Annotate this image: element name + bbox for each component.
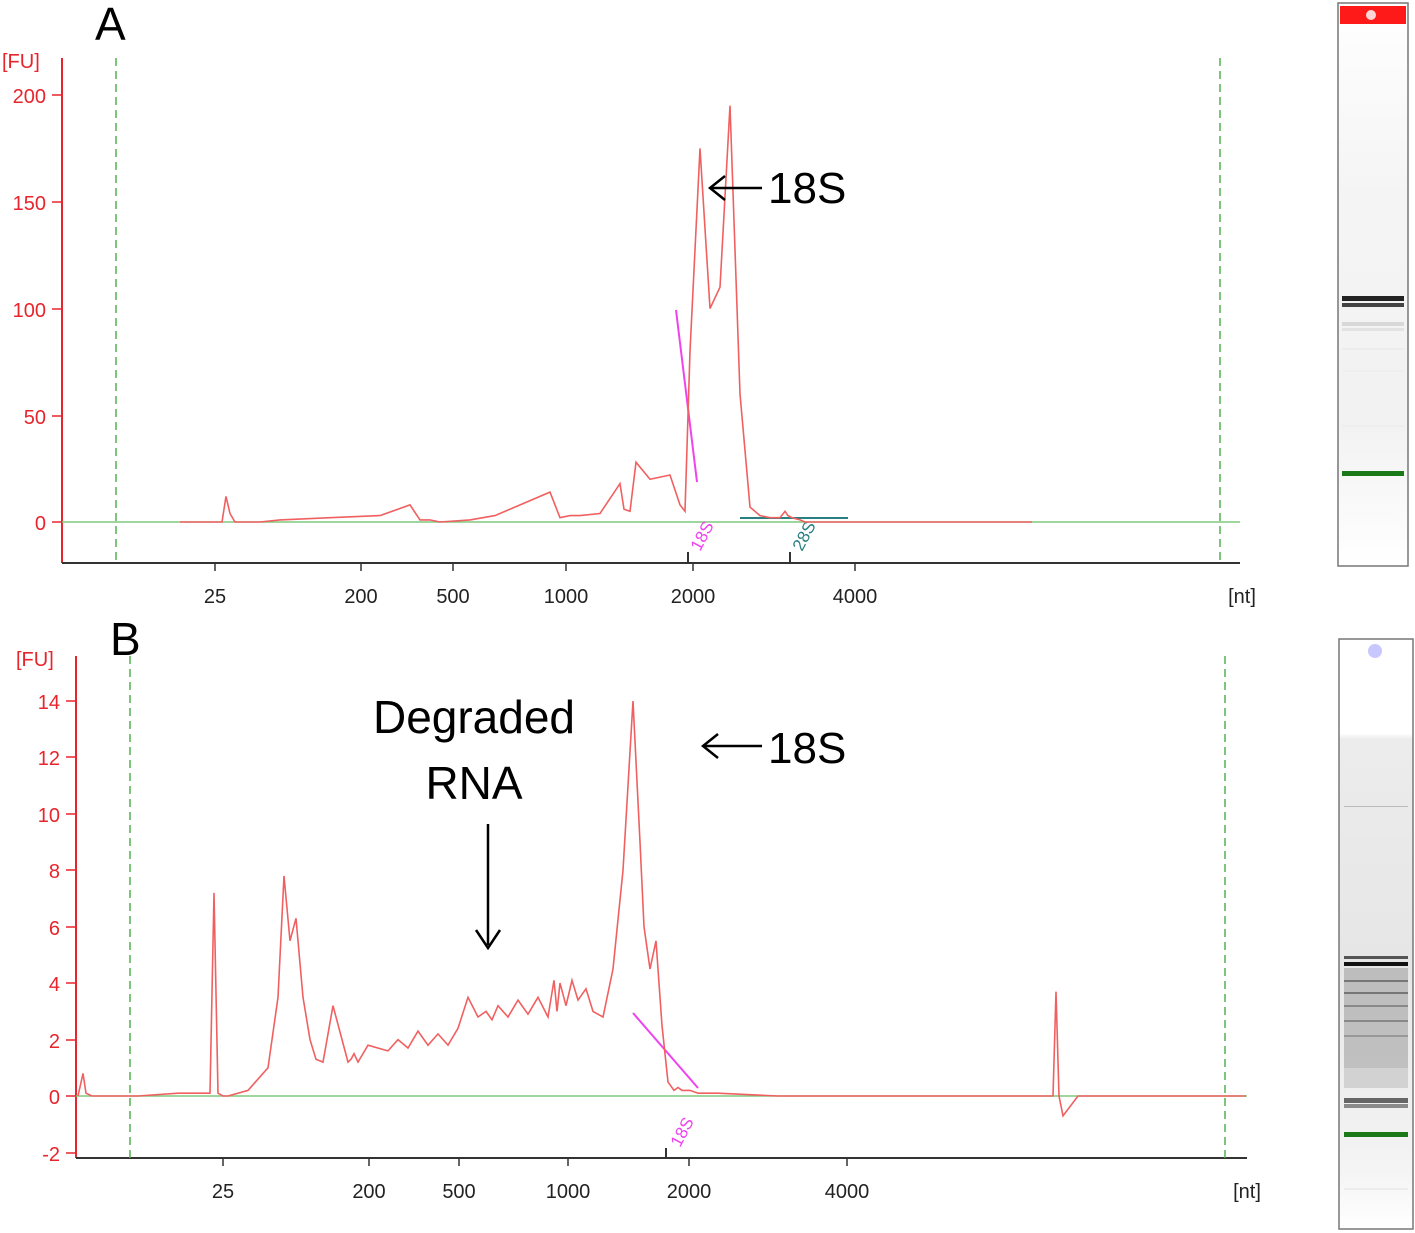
panel-b-gel-band	[1344, 1098, 1408, 1103]
panel-a-18s-marker-label: 18S	[687, 518, 718, 554]
panel-a-gel-band	[1342, 425, 1404, 427]
panel-a-gel-marker-spot	[1366, 10, 1376, 20]
panel-b-gel-band	[1344, 1035, 1408, 1037]
panel-a-gel-frame	[1337, 2, 1409, 567]
panel-b-xtick-label: 2000	[667, 1181, 712, 1203]
panel-a-title: A	[95, 0, 126, 50]
panel-b-xtick-label: 1000	[546, 1181, 591, 1203]
panel-b-18s-area-line	[632, 1012, 699, 1089]
panel-a-xtick-label: 1000	[544, 586, 589, 608]
panel-b-yticks: -2 0 2 4 6 8 10 12 14	[38, 692, 76, 1166]
panel-b-xtick-label: 500	[442, 1181, 475, 1203]
panel-a-18s-area-line	[675, 309, 698, 483]
panel-b-gel-band	[1344, 806, 1408, 807]
panel-b-ytick-label: 2	[49, 1031, 60, 1053]
panel-b-18s-annotation: 18S	[768, 724, 846, 773]
panel-b-ytick-label: 0	[49, 1087, 60, 1109]
panel-a-ytick-label: 150	[13, 193, 46, 215]
panel-b-gel-lane	[1338, 638, 1414, 1230]
panel-b-xticks: 25 200 500 1000 2000 4000 [nt]	[212, 1158, 1261, 1203]
panel-b-ytick-label: 12	[38, 748, 60, 770]
panel-b-gel-smear	[1344, 968, 1408, 1068]
panel-b-gel-band	[1344, 980, 1408, 982]
panel-a-ylabel: [FU]	[2, 51, 40, 73]
panel-a-xtick-label: 200	[344, 586, 377, 608]
panel-a-gel-band	[1342, 370, 1404, 372]
panel-a-gel-lane	[1337, 2, 1409, 567]
panel-b-title: B	[110, 613, 141, 665]
panel-b-arrow-head	[700, 733, 719, 759]
panel-a-xtick-label: 500	[436, 586, 469, 608]
panel-b-xtick-label: 4000	[825, 1181, 870, 1203]
panel-b-gel-band	[1344, 992, 1408, 994]
panel-b-xtick-label: 200	[352, 1181, 385, 1203]
panel-b-ytick-label: -2	[42, 1144, 60, 1166]
panel-b-18s-marker-label: 18S	[667, 1114, 698, 1150]
panel-b-trace	[77, 700, 1246, 1118]
panel-a-ytick-label: 0	[35, 513, 46, 535]
panel-b-gel-upper-marker-spot	[1368, 644, 1382, 658]
panel-a-xticks: 25 200 500 1000 2000 4000 [nt]	[204, 563, 1256, 608]
degraded-annotation-line2: RNA	[425, 757, 522, 809]
panel-a-gel-band	[1342, 303, 1404, 307]
panel-a-trace	[180, 105, 1032, 523]
panel-a-gel-lower-marker-band	[1342, 471, 1404, 476]
panel-a-gel-band	[1342, 296, 1404, 301]
panel-b-ylabel: [FU]	[16, 649, 54, 671]
panel-b-gel-band	[1344, 956, 1408, 959]
panel-a-xaxis-unit: [nt]	[1228, 586, 1256, 608]
panel-a-ytick-label: 100	[13, 300, 46, 322]
panel-a-ytick-label: 50	[24, 407, 46, 429]
panel-b-ytick-label: 8	[49, 861, 60, 883]
panel-b-gel-band	[1344, 962, 1408, 966]
panel-a-xtick-label: 25	[204, 586, 226, 608]
panel-a-xtick-label: 2000	[671, 586, 716, 608]
panel-a-28s-marker-label: 28S	[789, 518, 820, 554]
panel-a-18s-annotation: 18S	[768, 164, 846, 213]
panel-b-gel-band	[1344, 1188, 1408, 1190]
panel-a-gel-band	[1342, 348, 1404, 350]
degraded-arrow-head	[474, 929, 502, 951]
panel-a-gel-band	[1342, 322, 1404, 326]
panel-a: A [FU] 0 50 100 150 200 25 200	[2, 0, 1256, 608]
panel-b: B [FU] -2 0 2 4 6 8 10 12 14	[16, 613, 1261, 1203]
degraded-annotation-line1: Degraded	[373, 691, 575, 743]
panel-a-xtick-label: 4000	[833, 586, 878, 608]
panel-a-gel-band	[1342, 328, 1404, 331]
panel-b-gel-band	[1344, 1104, 1408, 1108]
panel-b-ytick-label: 6	[49, 918, 60, 940]
panel-b-ytick-label: 4	[49, 974, 60, 996]
panel-b-gel-band	[1344, 1020, 1408, 1022]
panel-b-ytick-label: 14	[38, 692, 60, 714]
panel-b-gel-smear	[1344, 1068, 1408, 1088]
panel-b-gel-band	[1344, 1005, 1408, 1007]
panel-b-gel-lower-marker-band	[1344, 1132, 1408, 1137]
panel-b-xaxis-unit: [nt]	[1233, 1181, 1261, 1203]
panel-b-ytick-label: 10	[38, 805, 60, 827]
panel-a-yticks: 0 50 100 150 200	[13, 86, 62, 535]
panel-b-gel-frame	[1338, 638, 1414, 1230]
panel-b-xtick-label: 25	[212, 1181, 234, 1203]
panel-a-arrow-head	[707, 175, 726, 201]
panel-a-ytick-label: 200	[13, 86, 46, 108]
